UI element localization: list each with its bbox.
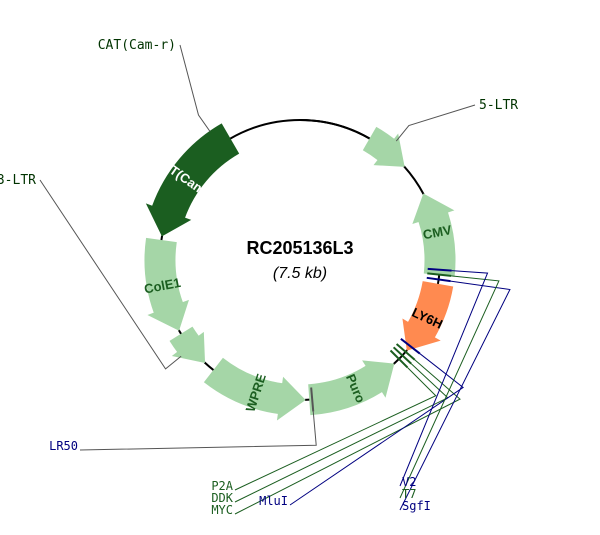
tick-label-v2: V2 bbox=[402, 475, 416, 489]
callout-label-ltr3: 3-LTR bbox=[0, 173, 36, 188]
callout-label-cat: CAT(Cam-r) bbox=[98, 38, 176, 53]
backbone-arc bbox=[179, 330, 182, 334]
plasmid-map: CAT(Cam-r)CAT(Cam-r)ColE13-LTRWPREPuroLY… bbox=[0, 0, 600, 535]
tick-label-mlui: MluI bbox=[259, 494, 288, 508]
tick-label-myc: MYC bbox=[211, 503, 233, 517]
backbone-arc bbox=[205, 362, 214, 370]
callout-line-ltr5 bbox=[396, 105, 475, 141]
tick-label-sgfi: SgfI bbox=[402, 499, 431, 513]
plasmid-name: RC205136L3 bbox=[246, 238, 353, 258]
feature-ltr5 bbox=[364, 127, 405, 166]
backbone-arc bbox=[404, 166, 424, 194]
backbone-arc bbox=[230, 120, 370, 139]
callout-label-ltr5: 5-LTR bbox=[479, 98, 518, 113]
backbone-arc bbox=[300, 120, 370, 139]
feature-ltr3 bbox=[170, 327, 204, 362]
tick-label-lr50: LR50 bbox=[49, 439, 78, 453]
backbone-arc bbox=[161, 236, 162, 241]
callout-line-cat bbox=[180, 45, 210, 131]
tick-label-t7: T7 bbox=[402, 487, 416, 501]
plasmid-size: (7.5 kb) bbox=[273, 265, 327, 282]
